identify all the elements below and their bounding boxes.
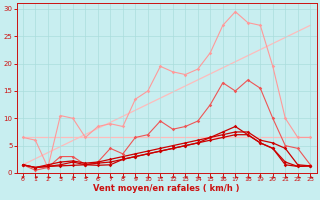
X-axis label: Vent moyen/en rafales ( km/h ): Vent moyen/en rafales ( km/h ) [93,184,240,193]
